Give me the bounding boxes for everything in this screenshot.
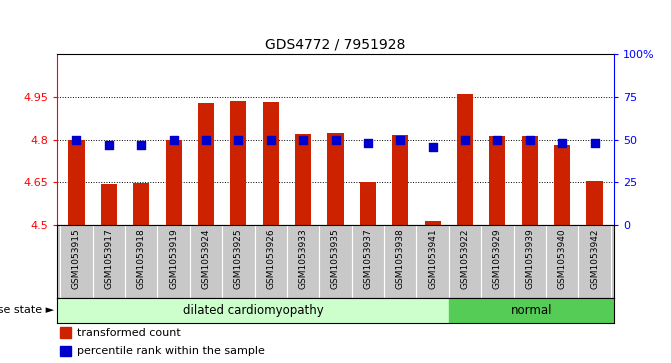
Bar <box>360 182 376 225</box>
Text: GSM1053929: GSM1053929 <box>493 229 502 289</box>
Bar <box>57 298 449 323</box>
Bar <box>198 103 214 225</box>
Bar <box>262 102 279 225</box>
Bar <box>60 327 71 338</box>
Text: dilated cardiomyopathy: dilated cardiomyopathy <box>183 304 323 317</box>
Text: GSM1053915: GSM1053915 <box>72 229 81 289</box>
Bar <box>457 94 473 225</box>
Text: GSM1053918: GSM1053918 <box>137 229 146 289</box>
Bar <box>489 136 505 225</box>
Text: percentile rank within the sample: percentile rank within the sample <box>76 346 264 356</box>
Point <box>362 140 373 146</box>
Point <box>330 137 341 143</box>
Bar <box>68 140 85 225</box>
Bar <box>554 144 570 225</box>
Text: GSM1053939: GSM1053939 <box>525 229 534 289</box>
Text: GSM1053919: GSM1053919 <box>169 229 178 289</box>
Text: GSM1053925: GSM1053925 <box>234 229 243 289</box>
Bar <box>295 134 311 225</box>
Bar <box>392 135 409 225</box>
Bar <box>166 140 182 225</box>
Point <box>427 144 438 150</box>
Bar <box>133 183 150 225</box>
Text: disease state ►: disease state ► <box>0 305 54 315</box>
Text: GSM1053933: GSM1053933 <box>299 229 307 289</box>
Point <box>201 137 211 143</box>
Bar <box>60 346 71 356</box>
Text: GSM1053922: GSM1053922 <box>460 229 470 289</box>
Point <box>557 140 568 146</box>
Bar <box>586 181 603 225</box>
Text: transformed count: transformed count <box>76 327 180 338</box>
Text: GSM1053917: GSM1053917 <box>105 229 113 289</box>
Text: GSM1053924: GSM1053924 <box>201 229 211 289</box>
Point <box>265 137 276 143</box>
Point <box>525 137 535 143</box>
Text: GSM1053941: GSM1053941 <box>428 229 437 289</box>
Point <box>136 142 146 148</box>
Point <box>168 137 179 143</box>
Point <box>460 137 470 143</box>
Point <box>71 137 82 143</box>
Point <box>233 137 244 143</box>
Point <box>298 137 309 143</box>
Bar <box>101 184 117 225</box>
Text: normal: normal <box>511 304 552 317</box>
Bar <box>230 101 246 225</box>
Text: GSM1053937: GSM1053937 <box>364 229 372 289</box>
Text: GSM1053938: GSM1053938 <box>396 229 405 289</box>
Point <box>103 142 114 148</box>
Point <box>589 140 600 146</box>
Text: GSM1053940: GSM1053940 <box>558 229 566 289</box>
Title: GDS4772 / 7951928: GDS4772 / 7951928 <box>265 38 406 52</box>
Text: GSM1053935: GSM1053935 <box>331 229 340 289</box>
Text: GSM1053942: GSM1053942 <box>590 229 599 289</box>
Point <box>492 137 503 143</box>
Bar <box>521 136 538 225</box>
Point <box>395 137 406 143</box>
Bar <box>327 134 344 225</box>
Bar <box>425 221 441 225</box>
Bar <box>449 298 614 323</box>
Text: GSM1053926: GSM1053926 <box>266 229 275 289</box>
